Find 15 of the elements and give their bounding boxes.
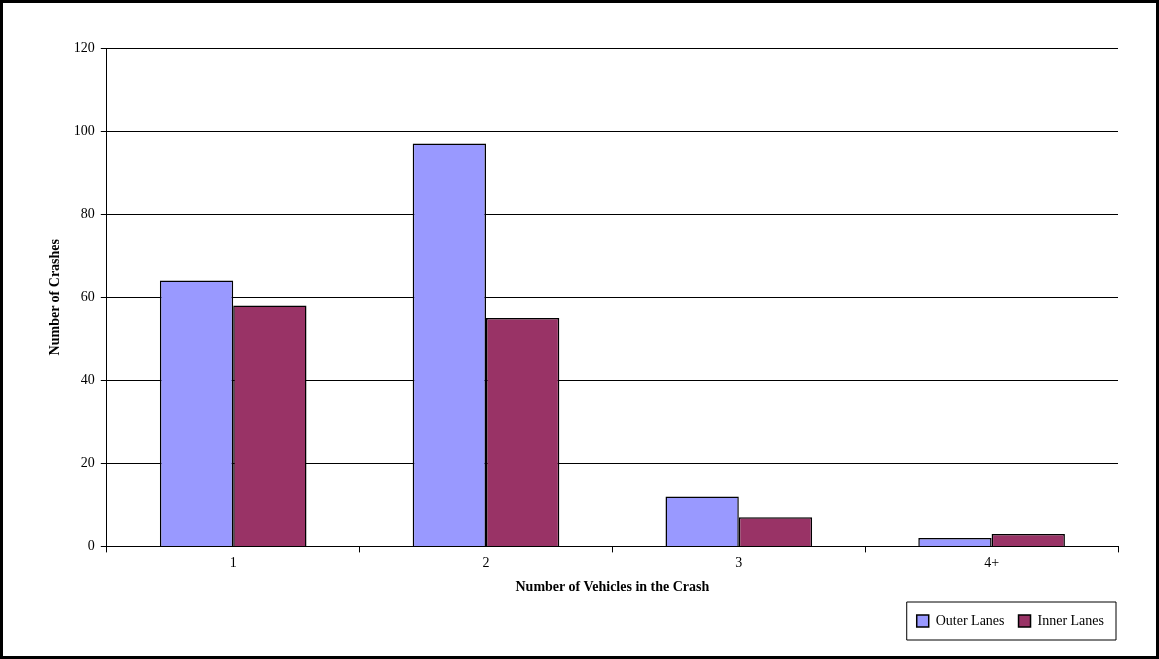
y-tick-label: 20 [80, 455, 95, 471]
y-tick-label: 80 [80, 205, 95, 221]
x-tick-label: 1 [229, 555, 237, 571]
legend-label: Inner Lanes [1037, 612, 1104, 628]
x-tick-label: 4+ [984, 555, 1000, 571]
x-tick-label: 2 [482, 555, 490, 571]
y-tick-label: 100 [73, 122, 95, 138]
legend-label: Outer Lanes [935, 612, 1005, 628]
x-axis-title: Number of Vehicles in the Crash [515, 579, 710, 595]
x-tick-label: 3 [735, 555, 743, 571]
y-tick-label: 120 [73, 39, 95, 55]
y-tick-label: 40 [80, 371, 95, 387]
y-tick-label: 0 [87, 538, 95, 554]
y-tick-label: 60 [80, 288, 95, 304]
y-axis-title: Number of Crashes [47, 238, 63, 356]
